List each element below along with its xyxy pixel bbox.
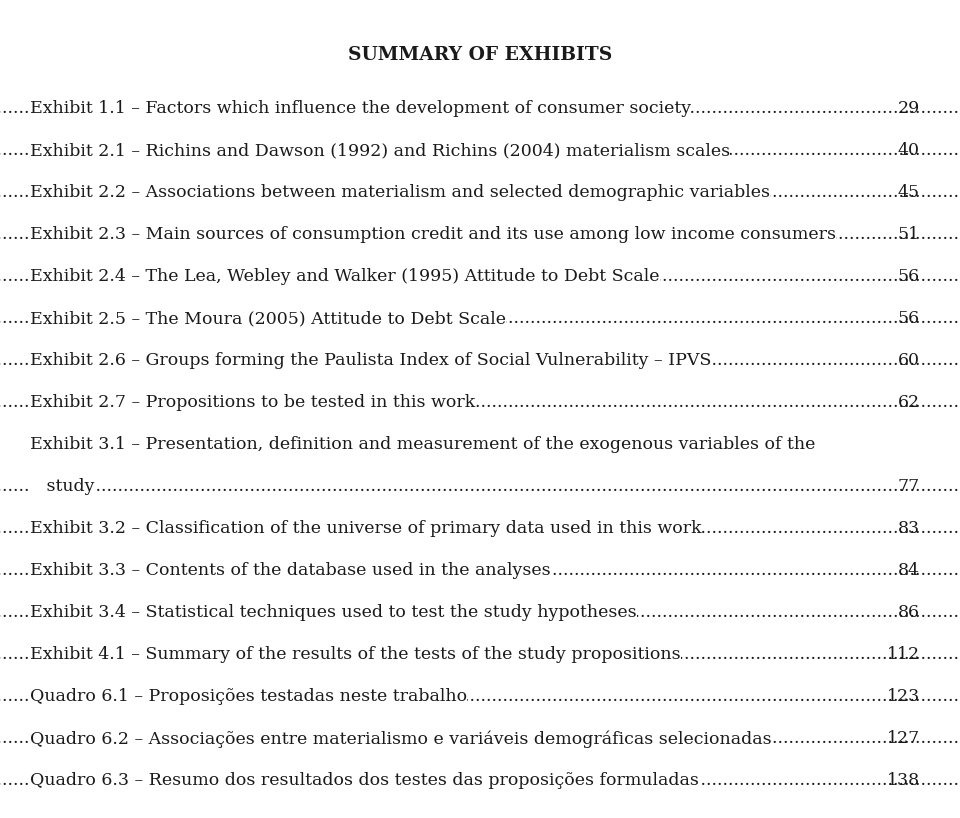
Text: 56: 56 bbox=[898, 310, 920, 327]
Text: ................................................................................: ........................................… bbox=[0, 604, 960, 621]
Text: ................................................................................: ........................................… bbox=[0, 478, 960, 495]
Text: Exhibit 2.5 – The Moura (2005) Attitude to Debt Scale: Exhibit 2.5 – The Moura (2005) Attitude … bbox=[30, 310, 506, 327]
Text: 51: 51 bbox=[898, 226, 920, 243]
Text: ................................................................................: ........................................… bbox=[0, 646, 960, 663]
Text: Quadro 6.1 – Proposições testadas neste trabalho: Quadro 6.1 – Proposições testadas neste … bbox=[30, 688, 468, 705]
Text: ................................................................................: ........................................… bbox=[0, 772, 960, 789]
Text: ................................................................................: ........................................… bbox=[0, 142, 960, 159]
Text: ................................................................................: ........................................… bbox=[0, 352, 960, 369]
Text: ................................................................................: ........................................… bbox=[0, 562, 960, 579]
Text: study: study bbox=[30, 478, 94, 495]
Text: SUMMARY OF EXHIBITS: SUMMARY OF EXHIBITS bbox=[348, 46, 612, 64]
Text: ................................................................................: ........................................… bbox=[0, 520, 960, 537]
Text: ................................................................................: ........................................… bbox=[0, 184, 960, 201]
Text: Exhibit 3.3 – Contents of the database used in the analyses: Exhibit 3.3 – Contents of the database u… bbox=[30, 562, 551, 579]
Text: 60: 60 bbox=[898, 352, 920, 369]
Text: 77: 77 bbox=[898, 478, 920, 495]
Text: ................................................................................: ........................................… bbox=[0, 394, 960, 411]
Text: Exhibit 3.1 – Presentation, definition and measurement of the exogenous variable: Exhibit 3.1 – Presentation, definition a… bbox=[30, 436, 815, 453]
Text: Exhibit 2.7 – Propositions to be tested in this work: Exhibit 2.7 – Propositions to be tested … bbox=[30, 394, 475, 411]
Text: Quadro 6.3 – Resumo dos resultados dos testes das proposições formuladas: Quadro 6.3 – Resumo dos resultados dos t… bbox=[30, 772, 699, 789]
Text: 83: 83 bbox=[898, 520, 920, 537]
Text: ................................................................................: ........................................… bbox=[0, 100, 960, 117]
Text: 56: 56 bbox=[898, 268, 920, 285]
Text: ................................................................................: ........................................… bbox=[0, 268, 960, 285]
Text: 29: 29 bbox=[898, 100, 920, 117]
Text: Exhibit 1.1 – Factors which influence the development of consumer society: Exhibit 1.1 – Factors which influence th… bbox=[30, 100, 691, 117]
Text: Exhibit 2.3 – Main sources of consumption credit and its use among low income co: Exhibit 2.3 – Main sources of consumptio… bbox=[30, 226, 836, 243]
Text: 45: 45 bbox=[898, 184, 920, 201]
Text: ................................................................................: ........................................… bbox=[0, 730, 960, 747]
Text: ................................................................................: ........................................… bbox=[0, 688, 960, 705]
Text: Exhibit 2.4 – The Lea, Webley and Walker (1995) Attitude to Debt Scale: Exhibit 2.4 – The Lea, Webley and Walker… bbox=[30, 268, 660, 285]
Text: 112: 112 bbox=[887, 646, 920, 663]
Text: 62: 62 bbox=[898, 394, 920, 411]
Text: ................................................................................: ........................................… bbox=[0, 226, 960, 243]
Text: Exhibit 2.1 – Richins and Dawson (1992) and Richins (2004) materialism scales: Exhibit 2.1 – Richins and Dawson (1992) … bbox=[30, 142, 731, 159]
Text: Exhibit 4.1 – Summary of the results of the tests of the study propositions: Exhibit 4.1 – Summary of the results of … bbox=[30, 646, 681, 663]
Text: ................................................................................: ........................................… bbox=[0, 310, 960, 327]
Text: 123: 123 bbox=[887, 688, 920, 705]
Text: 138: 138 bbox=[887, 772, 920, 789]
Text: 127: 127 bbox=[887, 730, 920, 747]
Text: Exhibit 3.4 – Statistical techniques used to test the study hypotheses: Exhibit 3.4 – Statistical techniques use… bbox=[30, 604, 636, 621]
Text: 84: 84 bbox=[898, 562, 920, 579]
Text: Quadro 6.2 – Associações entre materialismo e variáveis demográficas selecionada: Quadro 6.2 – Associações entre materiali… bbox=[30, 730, 772, 748]
Text: Exhibit 3.2 – Classification of the universe of primary data used in this work: Exhibit 3.2 – Classification of the univ… bbox=[30, 520, 702, 537]
Text: 40: 40 bbox=[898, 142, 920, 159]
Text: Exhibit 2.6 – Groups forming the Paulista Index of Social Vulnerability – IPVS: Exhibit 2.6 – Groups forming the Paulist… bbox=[30, 352, 711, 369]
Text: Exhibit 2.2 – Associations between materialism and selected demographic variable: Exhibit 2.2 – Associations between mater… bbox=[30, 184, 770, 201]
Text: 86: 86 bbox=[898, 604, 920, 621]
